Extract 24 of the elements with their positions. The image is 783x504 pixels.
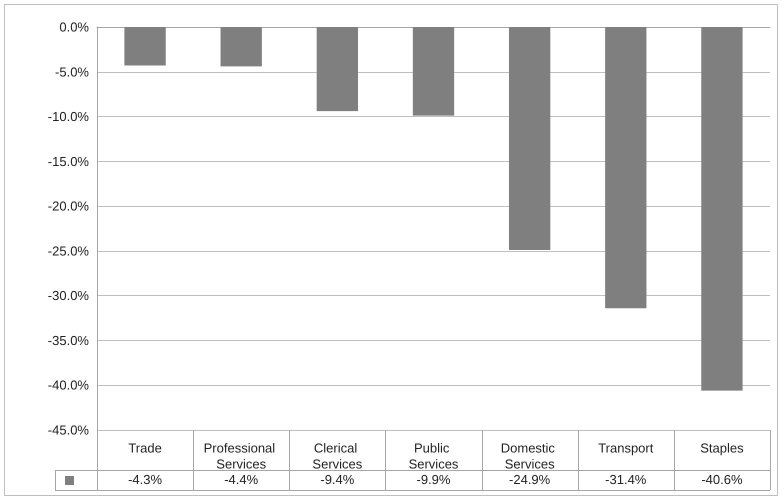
x-tick-label: Transport <box>598 440 654 456</box>
x-tick-label: Domestic Services <box>500 440 559 472</box>
y-tick-label: -5.0% <box>55 64 90 80</box>
x-tick-label: Clerical Services <box>312 440 363 472</box>
x-tick-label: Trade <box>128 440 162 456</box>
data-label: -4.3% <box>127 472 164 487</box>
x-tick-label: Professional Services <box>204 440 279 472</box>
x-tick-label: Public Services <box>408 440 459 472</box>
y-tick-label: -35.0% <box>48 332 90 348</box>
y-tick-label: -40.0% <box>48 378 90 393</box>
y-tick-label: -15.0% <box>48 154 90 169</box>
y-tick-label: -10.0% <box>48 109 90 124</box>
data-label: -4.4% <box>223 472 260 487</box>
y-tick-label: -25.0% <box>48 243 90 258</box>
data-label: -9.9% <box>416 472 452 487</box>
data-label: -9.4% <box>319 472 356 487</box>
y-tick-label: -30.0% <box>48 288 90 304</box>
data-label: -24.9% <box>508 472 552 487</box>
data-label: -40.6% <box>700 472 744 487</box>
y-tick-label: -45.0% <box>48 422 90 438</box>
y-tick-label: -20.0% <box>48 198 90 214</box>
data-label: -31.4% <box>604 472 648 487</box>
y-tick-label: 0.0% <box>59 20 90 34</box>
x-tick-label: Staples <box>700 440 744 456</box>
